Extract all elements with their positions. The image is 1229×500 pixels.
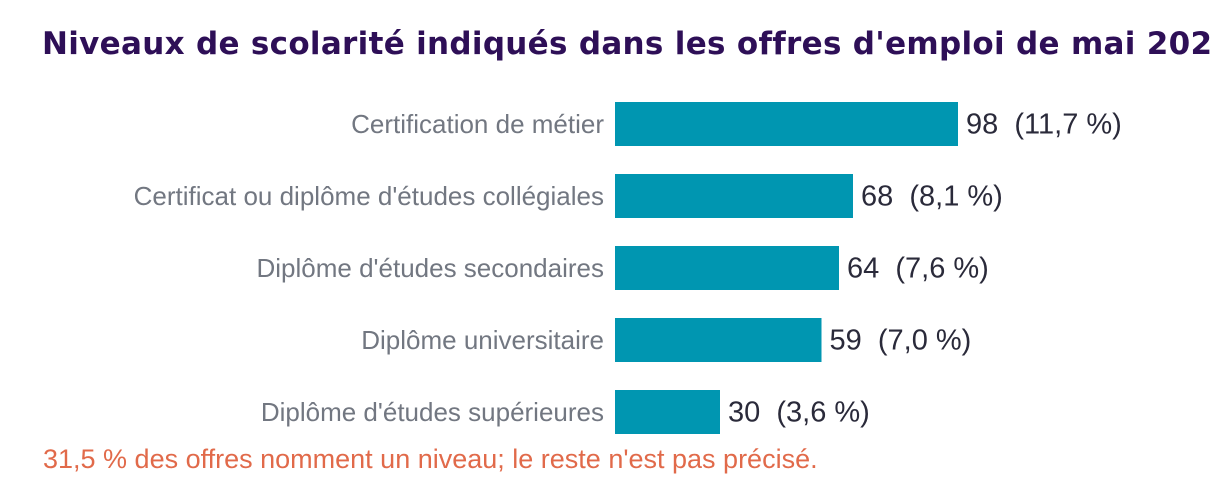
value-label: 68 (8,1 %) [861,181,1003,213]
bar [615,318,822,362]
bar [615,102,958,146]
chart-title: Niveaux de scolarité indiqués dans les o… [42,26,1213,62]
value-label: 30 (3,6 %) [728,397,870,429]
bar [615,390,720,434]
category-label: Diplôme d'études supérieures [261,397,604,427]
category-label: Diplôme universitaire [361,325,604,355]
value-label: 98 (11,7 %) [966,109,1122,141]
category-label: Certificat ou diplôme d'études collégial… [134,181,604,211]
value-label: 64 (7,6 %) [847,253,989,285]
bar [615,246,839,290]
category-label: Certification de métier [351,109,604,139]
bar [615,174,853,218]
bars-group: Certification de métier 98 (11,7 %) Certif… [134,102,1122,434]
value-label: 59 (7,0 %) [830,325,972,357]
category-label: Diplôme d'études secondaires [257,253,605,283]
footnote: 31,5 % des offres nomment un niveau; le … [43,444,818,474]
